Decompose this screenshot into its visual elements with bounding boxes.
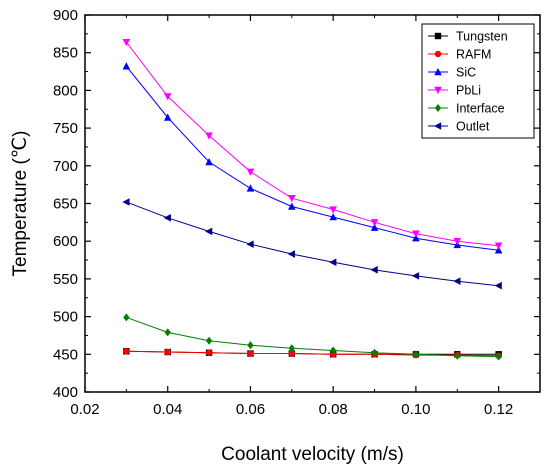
legend-label-interface: Interface — [456, 102, 505, 116]
legend-marker-rafm — [434, 50, 442, 58]
data-point-pbli — [246, 168, 255, 176]
data-point-sic — [329, 213, 337, 221]
legend-box — [421, 23, 535, 139]
data-point-sic — [288, 202, 296, 210]
data-point-interface — [205, 336, 213, 345]
data-point-outlet — [453, 277, 461, 285]
data-point-sic — [246, 184, 255, 192]
legend-marker-outlet — [434, 122, 442, 130]
data-point-outlet — [205, 227, 213, 236]
y-tick-label: 500 — [53, 309, 78, 326]
data-point-outlet — [411, 272, 420, 280]
y-tick-label: 700 — [53, 158, 78, 175]
y-axis-title: Temperature (℃) — [10, 131, 31, 277]
legend-marker-pbli — [434, 86, 442, 94]
x-tick-label: 0.06 — [236, 401, 265, 418]
y-tick-label: 850 — [53, 45, 78, 62]
data-point-interface — [495, 352, 502, 361]
data-point-interface — [247, 341, 254, 350]
data-point-sic — [163, 113, 172, 121]
x-tick-label: 0.08 — [319, 401, 348, 418]
data-point-pbli — [163, 93, 172, 101]
legend-label-tungsten: Tungsten — [456, 30, 508, 44]
data-point-outlet — [287, 250, 296, 258]
data-point-sic — [370, 223, 379, 231]
legend-marker-interface — [434, 104, 442, 112]
y-tick-label: 400 — [53, 384, 78, 401]
data-point-rafm — [288, 350, 296, 357]
data-point-pbli — [370, 219, 379, 227]
data-point-pbli — [329, 206, 337, 214]
x-tick-label: 0.02 — [70, 401, 99, 418]
data-point-sic — [122, 62, 131, 70]
legend-marker-sic — [434, 68, 442, 76]
series-line-sic — [126, 65, 499, 251]
data-point-interface — [123, 313, 130, 322]
x-tick-label: 0.12 — [484, 401, 513, 418]
legend-label-sic: SiC — [456, 66, 476, 80]
data-point-outlet — [122, 198, 130, 206]
series-line-pbli — [126, 41, 499, 247]
x-axis-title: Coolant velocity (m/s) — [221, 444, 404, 465]
legend-label-outlet: Outlet — [456, 120, 490, 134]
data-point-rafm — [164, 348, 171, 356]
data-point-outlet — [163, 214, 171, 222]
data-point-outlet — [246, 240, 254, 249]
data-point-pbli — [453, 238, 462, 246]
data-point-rafm — [123, 348, 130, 355]
data-point-pbli — [494, 242, 503, 250]
data-point-interface — [371, 348, 378, 357]
legend-label-rafm: RAFM — [456, 48, 491, 62]
data-point-pbli — [288, 195, 296, 203]
y-tick-label: 450 — [53, 346, 78, 363]
data-point-interface — [288, 344, 296, 353]
y-tick-label: 900 — [53, 7, 78, 24]
data-point-pbli — [412, 230, 420, 238]
data-point-interface — [164, 328, 171, 337]
y-tick-label: 800 — [53, 82, 78, 99]
series-line-outlet — [126, 201, 499, 287]
y-tick-label: 550 — [53, 271, 78, 288]
y-tick-label: 750 — [53, 120, 78, 137]
x-tick-label: 0.10 — [401, 401, 430, 418]
data-point-pbli — [122, 38, 131, 47]
legend-label-pbli: PbLi — [456, 84, 481, 98]
legend-marker-tungsten — [434, 32, 442, 40]
x-tick-label: 0.04 — [153, 401, 182, 418]
data-point-outlet — [494, 281, 502, 290]
data-point-sic — [494, 246, 503, 254]
data-point-outlet — [370, 266, 378, 274]
data-point-sic — [412, 234, 420, 242]
data-point-interface — [412, 350, 420, 359]
y-tick-label: 600 — [53, 233, 78, 250]
data-point-interface — [454, 351, 461, 360]
data-point-sic — [205, 158, 213, 166]
y-tick-label: 650 — [53, 196, 78, 213]
data-point-rafm — [247, 350, 254, 357]
data-point-outlet — [329, 258, 337, 267]
series-line-interface — [126, 316, 499, 358]
data-point-pbli — [205, 132, 213, 140]
data-point-rafm — [205, 349, 213, 356]
data-point-interface — [329, 346, 337, 355]
